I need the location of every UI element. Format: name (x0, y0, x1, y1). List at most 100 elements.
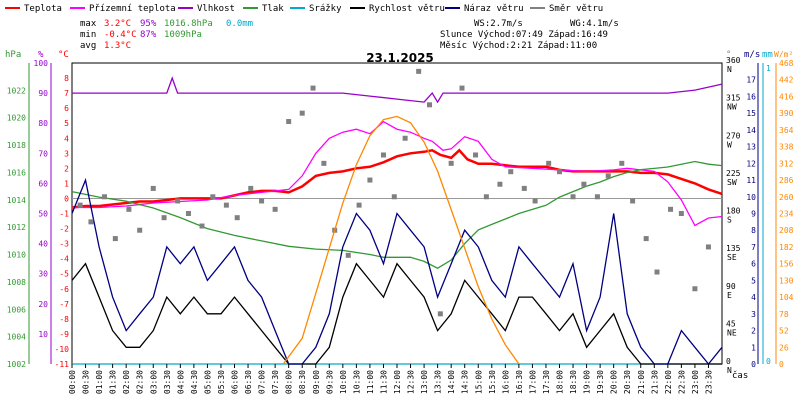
info-sun: Slunce Východ:07:49 Západ:16:49 (440, 30, 608, 40)
c-tick-label: 3 (64, 149, 69, 158)
info-wind-gust: WG:4.1m/s (570, 19, 619, 29)
stat-avg-label: avg (80, 41, 96, 51)
axis-unit-deg: ° (726, 50, 731, 60)
x-tick-label: 19:30 (596, 370, 605, 394)
x-tick-label: 01:30 (109, 370, 118, 394)
point-smer-vetru (508, 169, 514, 175)
dir-compass-label: N (727, 65, 732, 74)
c-tick-label: 6 (64, 104, 69, 113)
hpa-tick-label: 1010 (7, 251, 26, 260)
point-smer-vetru (356, 202, 362, 208)
wm2-tick-label: 416 (779, 92, 794, 101)
legend-label-rychlost-vetru: Rychlost větru (369, 4, 445, 14)
point-smer-vetru (248, 185, 254, 191)
point-smer-vetru (678, 211, 684, 216)
point-smer-vetru (272, 206, 278, 212)
stats-block: max 3.2°C 95% 1016.8hPa 0.0mm min -0.4°C… (80, 19, 253, 51)
dir-tick-label: 90 (726, 282, 736, 291)
x-tick-label: 12:00 (393, 370, 402, 394)
pct-tick-label: 20 (38, 300, 48, 309)
legend-label-srazky: Srážky (309, 4, 342, 14)
x-tick-label: 10:30 (352, 370, 361, 394)
x-tick-label: 23:00 (691, 370, 700, 394)
ms-tick-label: 2 (751, 327, 756, 336)
x-tick-label: 08:00 (285, 370, 294, 394)
point-smer-vetru (88, 219, 94, 225)
axis-unit-time: čas (732, 370, 748, 381)
point-smer-vetru (459, 85, 465, 91)
hpa-tick-label: 1020 (7, 114, 26, 123)
dir-tick-label: 0 (726, 357, 731, 366)
axis-unit-mm: mm (762, 50, 773, 60)
legend-label-teplota: Teplota (24, 4, 62, 14)
point-smer-vetru (427, 102, 432, 108)
c-tick-label: -3 (59, 240, 69, 249)
c-tick-label: 2 (64, 164, 69, 173)
line-teplota (71, 148, 723, 209)
x-tick-label: 04:00 (176, 370, 185, 394)
ms-tick-label: 17 (746, 76, 756, 85)
point-smer-vetru (416, 68, 422, 74)
point-smer-vetru (557, 169, 562, 175)
hpa-tick-label: 1004 (7, 333, 26, 342)
wm2-tick-label: 338 (779, 143, 794, 152)
x-tick-label: 10:00 (339, 370, 348, 394)
point-smer-vetru (310, 85, 316, 91)
c-tick-label: -9 (59, 330, 69, 339)
x-tick-label: 18:30 (569, 370, 578, 394)
c-tick-label: 8 (64, 74, 69, 83)
point-smer-vetru (137, 227, 143, 233)
x-tick-label: 02:30 (136, 370, 145, 394)
point-smer-vetru (223, 202, 229, 208)
info-block: WS:2.7m/s WG:4.1m/s Slunce Východ:07:49 … (440, 19, 619, 51)
mm-tick-label: 1 (766, 64, 771, 73)
x-tick-label: 16:30 (515, 370, 524, 394)
x-tick-label: 15:30 (488, 370, 497, 394)
point-smer-vetru (654, 269, 660, 275)
ms-tick-label: 11 (746, 176, 756, 185)
stat-min-temp: -0.4°C (104, 30, 137, 40)
axis-unit-pct: % (38, 50, 44, 60)
pct-tick-label: 30 (38, 270, 48, 279)
x-tick-label: 13:30 (434, 370, 443, 394)
ms-tick-label: 13 (746, 143, 756, 152)
point-smer-vetru (185, 211, 191, 216)
point-smer-vetru (473, 152, 479, 158)
point-smer-vetru (448, 160, 454, 166)
ms-tick-label: 7 (751, 243, 756, 252)
c-tick-label: -4 (59, 255, 69, 264)
x-tick-label: 23:30 (704, 370, 713, 394)
line-vlhkost (72, 76, 723, 104)
stat-max-temp: 3.2°C (104, 19, 131, 29)
wm2-tick-label: 208 (779, 226, 794, 235)
point-smer-vetru (102, 194, 107, 200)
x-tick-label: 22:30 (677, 370, 686, 394)
x-tick-label: 07:00 (258, 370, 267, 394)
pct-tick-label: 100 (34, 59, 49, 68)
c-tick-label: -11 (55, 360, 70, 369)
pct-tick-label: 80 (38, 119, 48, 128)
axis-unit-ms: m/s (744, 50, 760, 60)
axis-unit-hpa: hPa (5, 50, 21, 60)
x-tick-label: 14:00 (447, 370, 456, 394)
point-smer-vetru (705, 244, 711, 250)
hpa-tick-label: 1022 (7, 86, 26, 95)
x-tick-label: 17:30 (542, 370, 551, 394)
c-tick-label: 1 (64, 179, 69, 188)
point-smer-vetru (199, 223, 205, 229)
stat-avg-temp: 1.3°C (104, 41, 131, 51)
dir-tick-label: 180 (726, 207, 741, 216)
x-tick-label: 00:00 (68, 370, 77, 394)
c-tick-label: 7 (64, 89, 69, 98)
point-smer-vetru (150, 185, 156, 191)
point-smer-vetru (605, 173, 611, 179)
point-smer-vetru (619, 160, 625, 166)
c-tick-label: -7 (59, 300, 69, 309)
wm2-tick-label: 78 (779, 310, 789, 319)
point-smer-vetru (668, 206, 674, 212)
ms-tick-label: 3 (751, 310, 756, 319)
x-tick-label: 11:30 (379, 370, 388, 394)
x-tick-label: 15:00 (474, 370, 483, 394)
point-smer-vetru (630, 198, 636, 204)
